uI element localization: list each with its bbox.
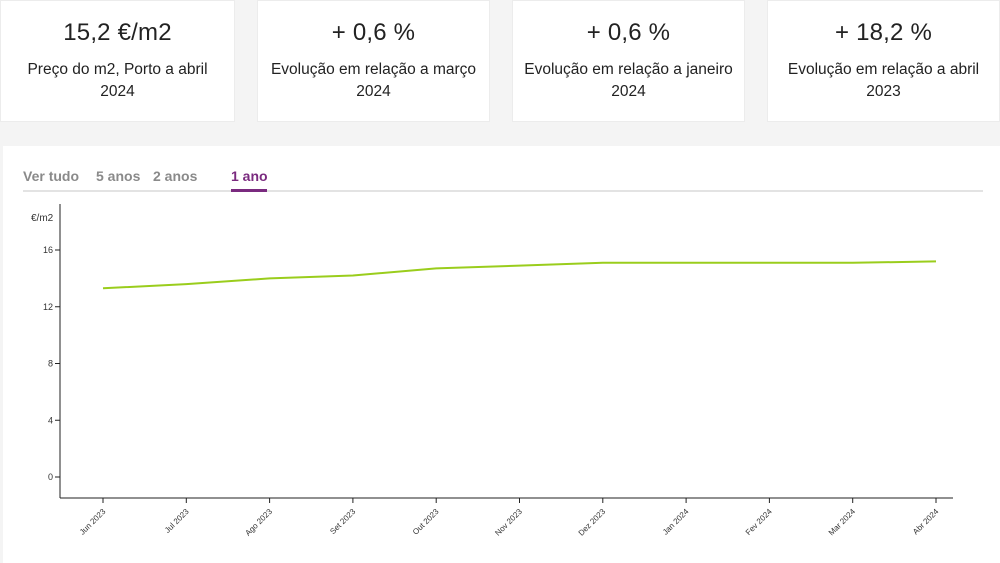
stat-label: Evolução em relação a janeiro 2024 [519,59,738,103]
stat-card-vs-january: + 0,6 % Evolução em relação a janeiro 20… [512,0,745,122]
stat-label-line2: 2023 [866,83,901,100]
chart-panel: Ver tudo 5 anos 2 anos 1 ano €/m2 0 4 8 12 16… [3,146,1000,563]
stat-value: + 0,6 % [586,19,671,46]
tab-2-anos[interactable]: 2 anos [153,168,198,184]
x-tick-label: Out 2023 [411,507,441,537]
stat-card-vs-march: + 0,6 % Evolução em relação a março 2024 [257,0,490,122]
stat-label-line1: Preço do m2, Porto a abril [27,61,208,78]
x-tick-label: Set 2023 [328,507,357,536]
stat-label: Evolução em relação a abril 2023 [774,59,993,103]
y-axis-label: €/m2 [31,213,54,224]
stat-card-price: 15,2 €/m2 Preço do m2, Porto a abril 202… [0,0,235,122]
stat-label-line1: Evolução em relação a abril [787,61,980,78]
x-tick-label: Jan 2024 [661,507,691,537]
x-tick-label: Ago 2023 [243,507,274,538]
y-tick-label: 0 [48,472,53,482]
x-tick-label: Jul 2023 [163,507,191,535]
x-tick-label: Mar 2024 [827,507,858,538]
price-line-chart: €/m2 0 4 8 12 16 Jun 2023 Jul 2023 Ago 2023 Set 2… [31,204,953,538]
stat-label-line2: 2024 [611,83,646,100]
stat-value: + 0,6 % [331,19,416,46]
stat-label-line2: 2024 [100,83,135,100]
series-line [102,260,937,290]
stat-label: Evolução em relação a março 2024 [264,59,483,103]
tab-ver-tudo[interactable]: Ver tudo [23,168,80,184]
stat-card-vs-april-2023: + 18,2 % Evolução em relação a abril 202… [767,0,1000,122]
tab-5-anos[interactable]: 5 anos [96,168,141,184]
y-tick-label: 8 [48,359,53,369]
stats-row: 15,2 €/m2 Preço do m2, Porto a abril 202… [0,0,1000,124]
stat-value: + 18,2 % [834,19,932,46]
x-tick-label: Nov 2023 [493,507,524,538]
y-tick-label: 12 [43,302,53,312]
stat-label: Preço do m2, Porto a abril 2024 [7,59,228,103]
period-tabs: Ver tudo 5 anos 2 anos 1 ano [23,166,983,192]
stat-label-line2: 2024 [356,83,391,100]
x-tick-label: Jun 2023 [78,507,108,537]
tabs-divider [23,190,983,192]
tab-1-ano[interactable]: 1 ano [231,168,268,184]
active-tab-indicator [231,189,267,192]
stat-label-line1: Evolução em relação a março [270,61,477,78]
x-tick-label: Dez 2023 [577,507,608,538]
y-tick-label: 4 [48,415,53,425]
y-tick-label: 16 [43,245,53,255]
stat-label-line1: Evolução em relação a janeiro [524,61,733,78]
x-tick-label: Fev 2024 [744,507,774,537]
x-tick-label: Abr 2024 [911,507,941,537]
stat-value: 15,2 €/m2 [63,19,172,46]
